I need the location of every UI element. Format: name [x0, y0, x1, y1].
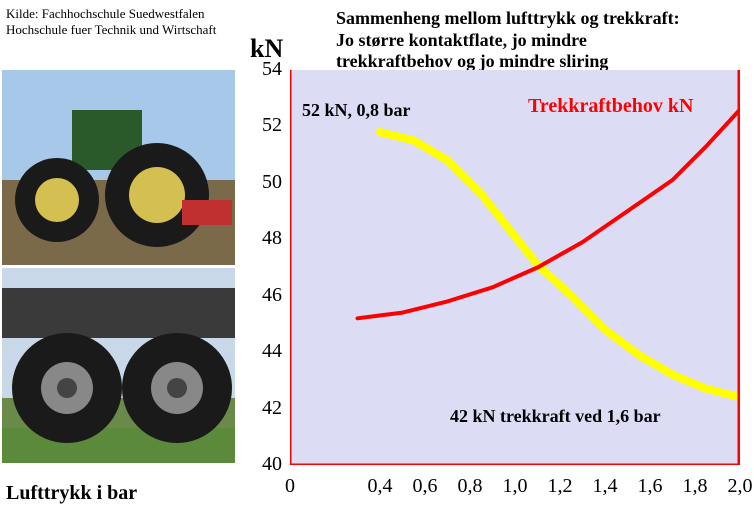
y-tick: 54: [242, 58, 282, 81]
y-tick: 40: [242, 453, 282, 476]
x-tick: 1,2: [540, 475, 580, 498]
x-tick: 1,6: [630, 475, 670, 498]
x-tick: 1,4: [585, 475, 625, 498]
title-line2: Jo større kontaktflate, jo mindre: [336, 30, 680, 52]
x-tick: 0,8: [450, 475, 490, 498]
photo-tractor: [2, 70, 235, 265]
y-tick: 42: [242, 397, 282, 420]
x-tick: 0,4: [360, 475, 400, 498]
photo-wheels: [2, 268, 235, 463]
x-tick: 0,6: [405, 475, 445, 498]
x-tick: 0: [270, 475, 310, 498]
x-tick: 1,0: [495, 475, 535, 498]
y-tick: 44: [242, 340, 282, 363]
source-citation: Kilde: Fachhochschule Suedwestfalen Hoch…: [6, 6, 216, 37]
annotation-bottom: 42 kN trekkraft ved 1,6 bar: [450, 406, 661, 427]
y-tick: 50: [242, 171, 282, 194]
source-line1: Kilde: Fachhochschule Suedwestfalen: [6, 6, 216, 22]
x-tick: 2,0: [720, 475, 754, 498]
y-tick: 46: [242, 284, 282, 307]
y-tick: 52: [242, 114, 282, 137]
chart-title: Sammenheng mellom lufttrykk og trekkraft…: [336, 8, 680, 73]
series-label-red: Trekkraftbehov kN: [528, 95, 693, 118]
y-tick: 48: [242, 227, 282, 250]
x-tick: 1,8: [675, 475, 715, 498]
source-line2: Hochschule fuer Technik und Wirtschaft: [6, 22, 216, 38]
title-line1: Sammenheng mellom lufttrykk og trekkraft…: [336, 8, 680, 30]
annotation-top: 52 kN, 0,8 bar: [302, 100, 411, 121]
x-axis-label: Lufttrykk i bar: [6, 482, 137, 505]
